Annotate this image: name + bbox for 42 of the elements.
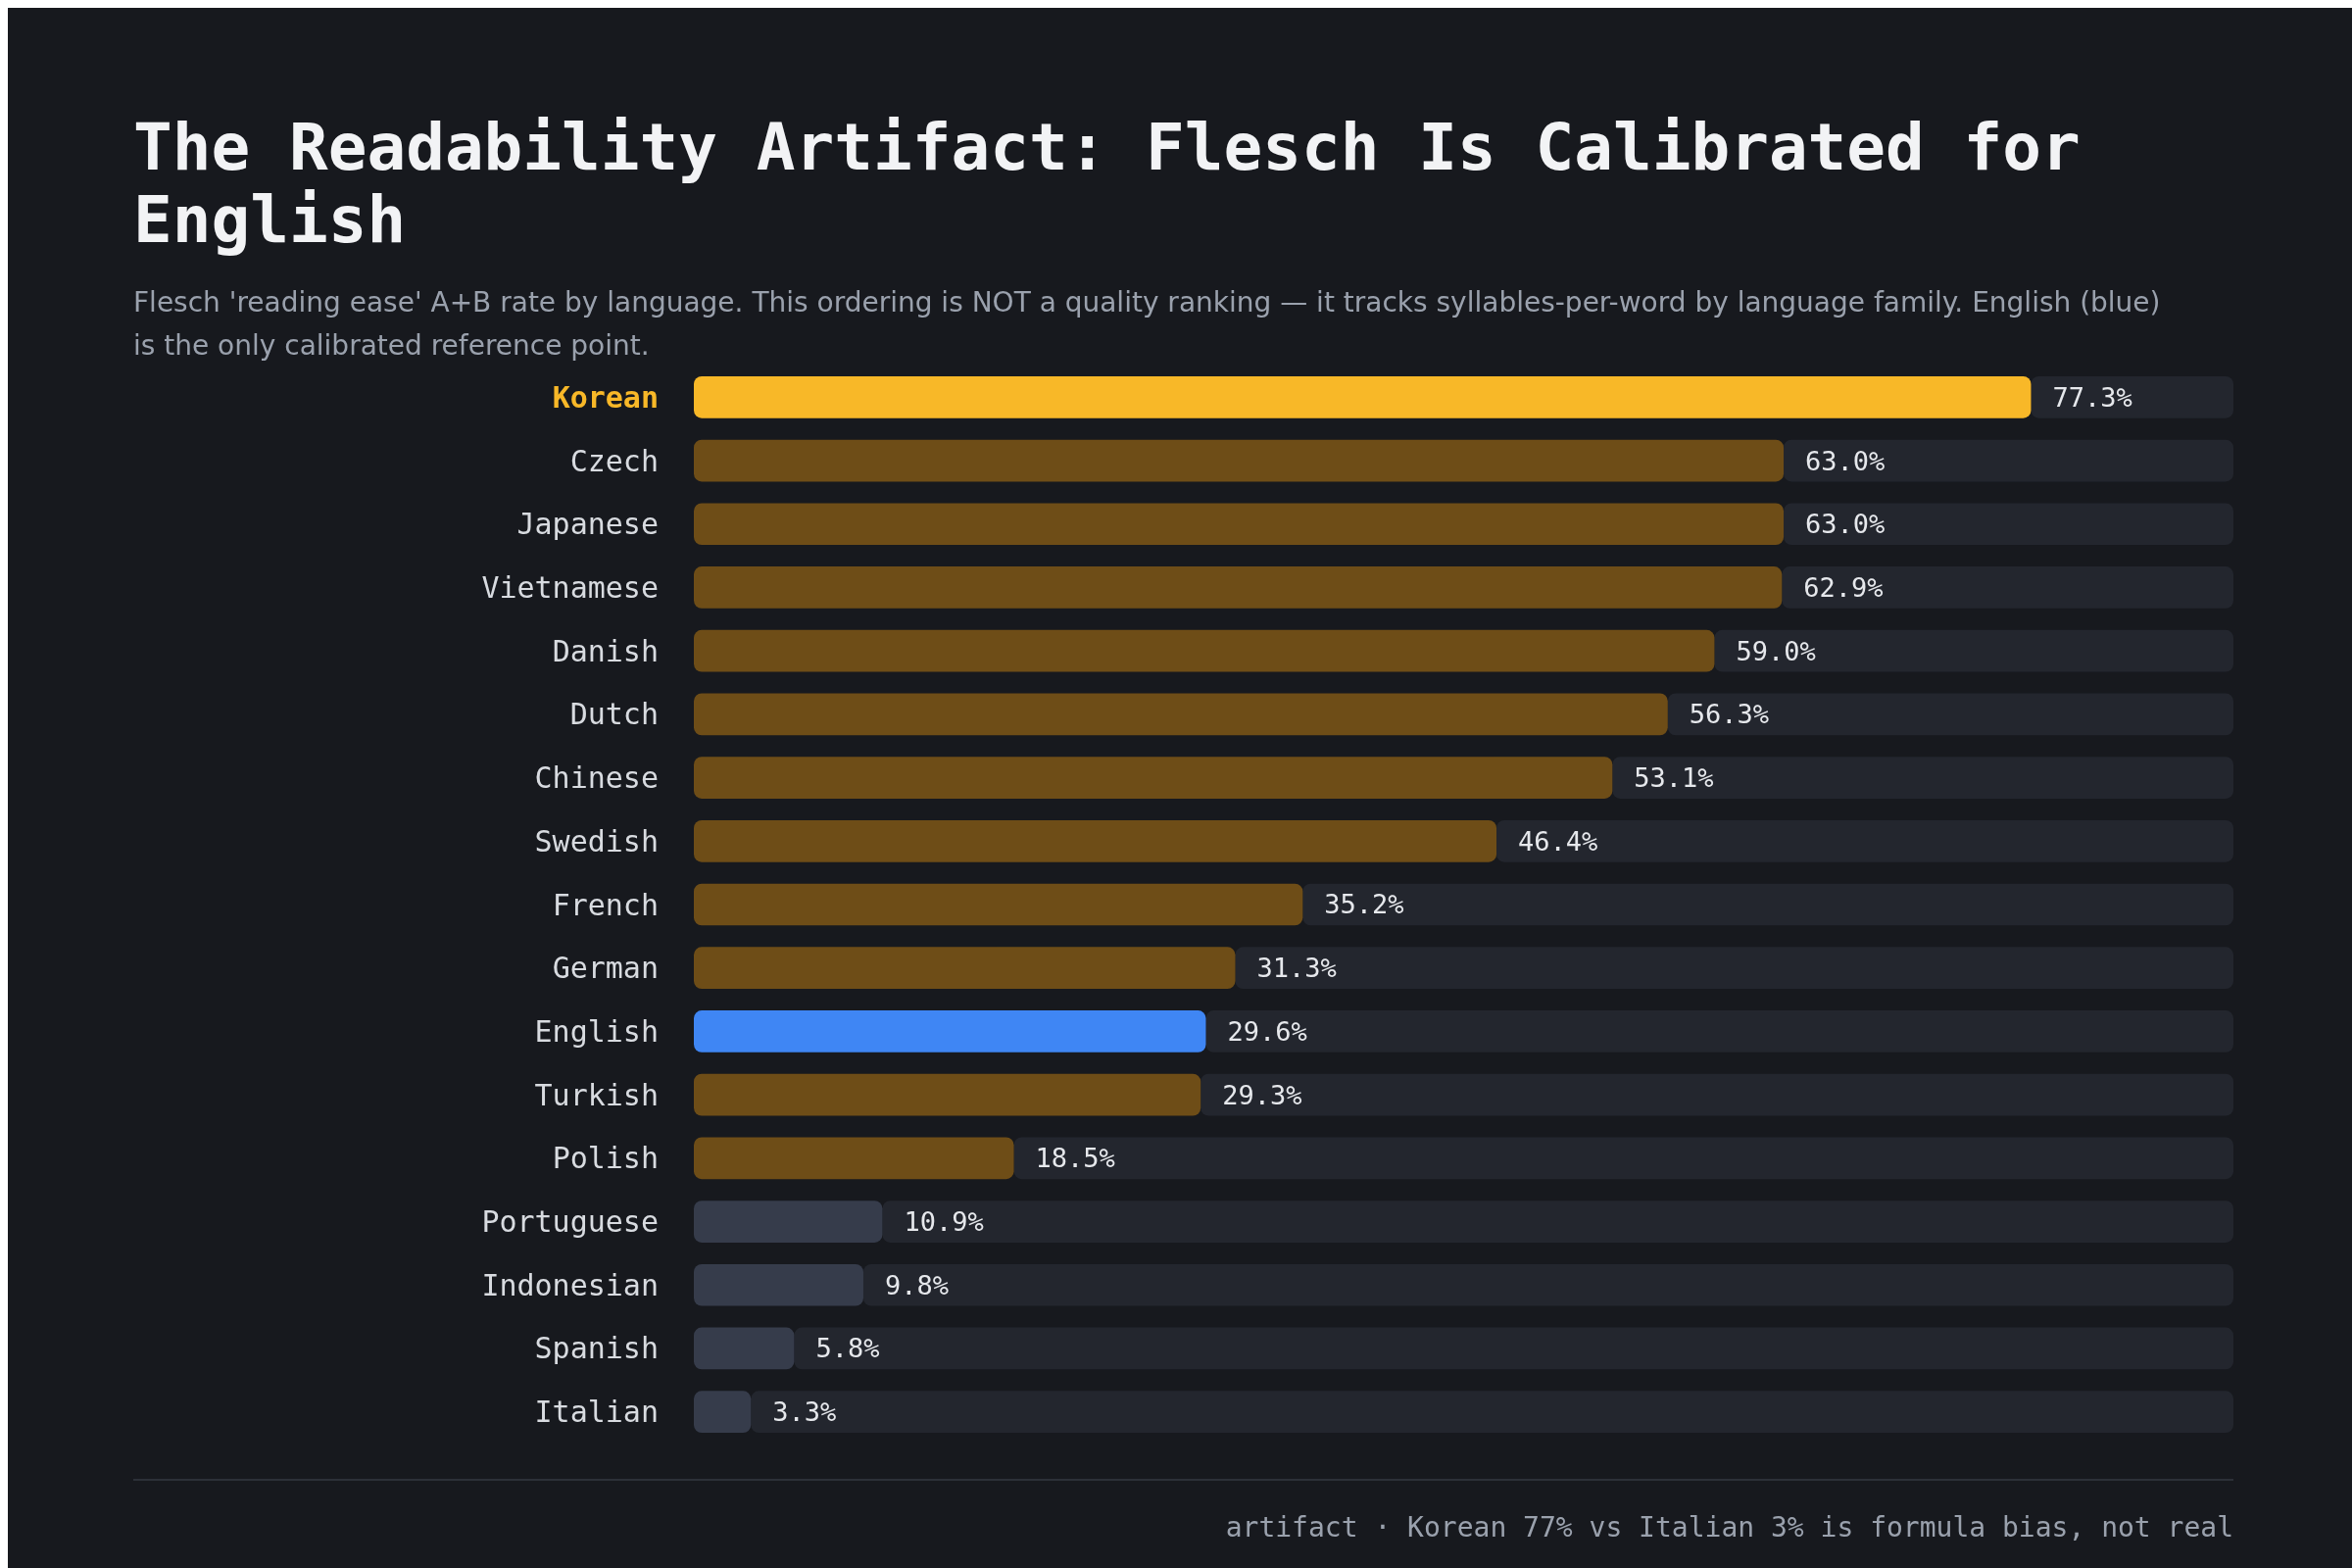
bar [694, 1200, 883, 1243]
y-tick-label: Danish [552, 633, 659, 668]
y-tick-label: English [534, 1013, 659, 1049]
data-label: 63.0% [1805, 445, 1886, 476]
y-tick-label: Japanese [516, 507, 659, 542]
data-label: 31.3% [1256, 953, 1337, 984]
y-tick-label: Portuguese [481, 1204, 659, 1240]
data-label: 3.3% [772, 1396, 837, 1428]
data-label: 18.5% [1035, 1143, 1115, 1174]
data-label: 62.9% [1803, 571, 1884, 603]
text: artifact · Korean 77% vs Italian 3% is formula bias, not real [1225, 1511, 2233, 1544]
y-tick-label: Dutch [569, 697, 659, 732]
data-label: 5.8% [815, 1333, 880, 1364]
data-label: 56.3% [1689, 699, 1770, 730]
y-tick-label: Czech [569, 443, 659, 478]
data-label: 46.4% [1518, 825, 1598, 857]
data-label: 35.2% [1324, 889, 1404, 920]
y-tick-label: Swedish [534, 823, 659, 858]
y-tick-label: Korean [552, 379, 659, 415]
bar [694, 1391, 752, 1433]
bar [694, 1137, 1014, 1180]
y-tick-label: Chinese [534, 760, 659, 796]
data-label: 59.0% [1736, 635, 1816, 666]
y-tick-label: Turkish [534, 1077, 659, 1112]
chart-title: The Readability Artifact: Flesch Is Calibrated for English [133, 110, 2081, 258]
y-tick-label: German [552, 951, 659, 986]
data-label: 63.0% [1805, 509, 1886, 540]
data-label: 9.8% [884, 1269, 950, 1300]
bar [694, 1327, 795, 1370]
y-tick-label: Spanish [534, 1331, 659, 1366]
data-label: 29.6% [1227, 1015, 1307, 1047]
y-tick-label: Italian [534, 1395, 659, 1430]
y-tick-label: Vietnamese [481, 569, 659, 605]
bar [694, 1263, 863, 1306]
data-label: 29.3% [1222, 1079, 1302, 1110]
y-tick-label: French [552, 887, 659, 922]
data-label: 10.9% [904, 1205, 984, 1237]
chart-subtitle: Flesch 'reading ease' A+B rate by language. This ordering is NOT a quality ranking — it tracks syllables-per-word by language family. English (blue) is the only calibrated reference point. [133, 286, 2161, 362]
y-tick-label: Indonesian [481, 1267, 659, 1302]
data-label: 53.1% [1634, 762, 1714, 794]
y-tick-label: Polish [552, 1141, 659, 1176]
data-label: 77.3% [2052, 381, 2132, 413]
